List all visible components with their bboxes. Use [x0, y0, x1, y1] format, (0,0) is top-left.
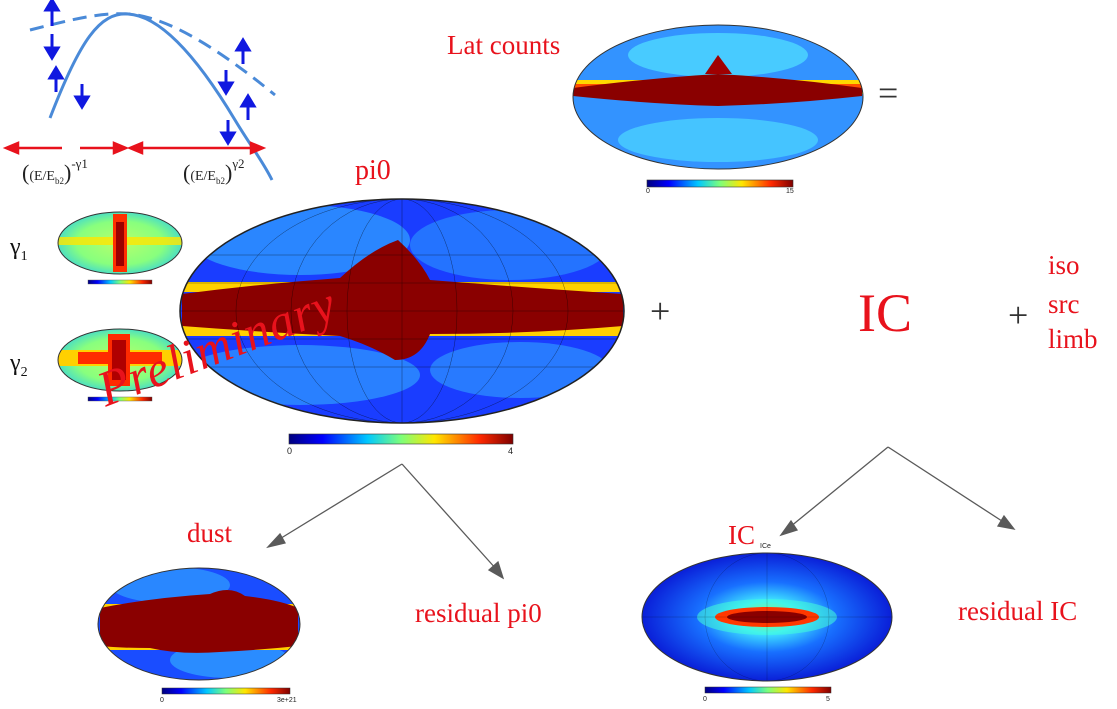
gamma1-symbol: γ: [10, 234, 21, 260]
formula-gamma2: ((E/Eb2)γ2: [183, 156, 245, 186]
gamma1-label: γ1: [10, 234, 28, 265]
gamma2-colorbar: [87, 396, 153, 402]
ic-cb-min: 0: [703, 696, 707, 703]
ic-map-title: ICe: [760, 543, 771, 550]
pi0-label: pi0: [355, 155, 391, 186]
gamma1-sub: 1: [20, 248, 28, 264]
dust-cb-max: 3e+21: [277, 697, 297, 704]
ic-colorbar: [704, 686, 832, 694]
formula-1-close: ): [63, 160, 72, 185]
dust-map: [97, 567, 301, 695]
lat-counts-map: [572, 24, 864, 188]
ic-map: [641, 552, 893, 694]
plus-sign-2: +: [1008, 295, 1029, 335]
limb-label: limb: [1048, 324, 1098, 354]
formula-2-base: (E/E: [190, 169, 216, 184]
lat-counts-colorbar: [646, 179, 794, 188]
gamma2-symbol: γ: [10, 350, 21, 376]
formula-1-sub: b2: [54, 175, 64, 186]
dust-label: dust: [187, 518, 233, 548]
up-arrow: [43, 0, 257, 120]
gamma2-sub: 2: [20, 364, 28, 380]
dust-cb-min: 0: [160, 697, 164, 704]
spectrum-dashed-curve: [29, 12, 276, 97]
formula-1-exp: -γ1: [71, 156, 88, 172]
formula-2-exp: γ2: [232, 156, 245, 172]
iso-label: iso: [1048, 250, 1080, 280]
formula-2-sub: b2: [215, 175, 225, 186]
lat-counts-label: Lat counts: [447, 30, 561, 60]
split-arrows: [266, 446, 1016, 580]
pi0-colorbar: [288, 433, 514, 445]
formula-2-close: ): [224, 160, 233, 185]
src-label: src: [1048, 289, 1080, 319]
pi0-cb-min: 0: [287, 446, 293, 456]
formula-1-base: (E/E: [29, 169, 55, 184]
residual-ic-label: residual IC: [958, 596, 1078, 626]
equals-sign: =: [878, 73, 899, 113]
ic-small-label: IC: [728, 520, 755, 550]
gamma1-map: [57, 211, 183, 285]
formula-gamma1: ((E/Eb2)-γ1: [22, 156, 88, 186]
gamma2-map: [57, 328, 183, 402]
pi0-cb-max: 4: [508, 446, 514, 456]
gamma2-label: γ2: [10, 350, 28, 381]
gamma1-colorbar: [87, 279, 153, 285]
range-arrows: [2, 141, 267, 155]
pi0-map: [179, 198, 625, 445]
residual-pi0-label: residual pi0: [415, 598, 542, 628]
spectrum-curve: [48, 12, 274, 181]
dust-colorbar: [161, 687, 291, 695]
lat-counts-cb-max: 15: [786, 188, 794, 195]
down-arrow: [43, 34, 237, 146]
plus-sign-1: +: [650, 291, 671, 331]
lat-counts-cb-min: 0: [646, 188, 650, 195]
spectrum-sketch: [2, 0, 276, 181]
ic-cb-max: 5: [826, 696, 830, 703]
ic-big-label: IC: [858, 283, 912, 343]
